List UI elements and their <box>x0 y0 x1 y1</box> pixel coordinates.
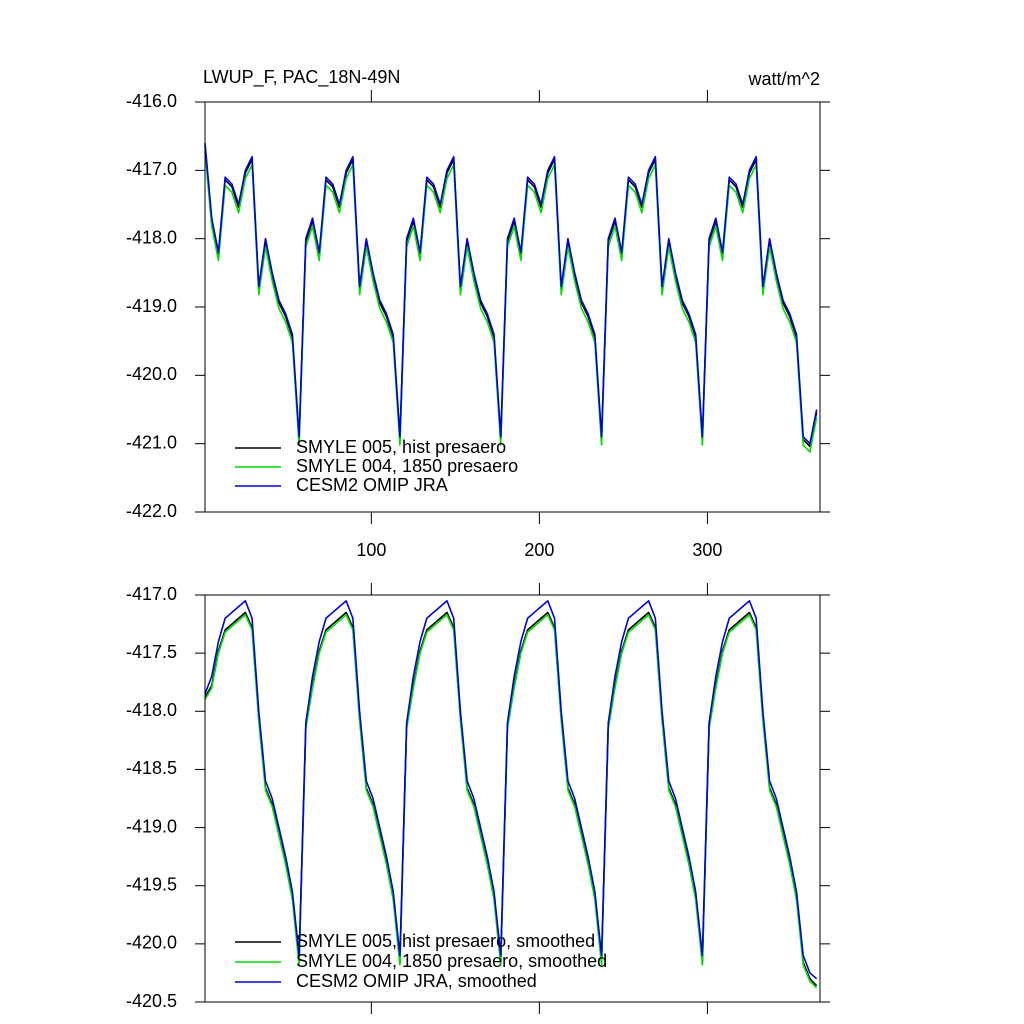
y-tick-label: -422.0 <box>126 501 177 521</box>
y-tick-label: -417.0 <box>126 584 177 604</box>
y-tick-label: -419.0 <box>126 816 177 836</box>
x-tick-label: 300 <box>692 540 722 560</box>
y-tick-label: -420.5 <box>126 991 177 1011</box>
legend-label: CESM2 OMIP JRA, smoothed <box>296 971 537 991</box>
x-tick-label: 200 <box>524 540 554 560</box>
y-tick-label: -420.0 <box>126 933 177 953</box>
y-tick-label: -419.0 <box>126 296 177 316</box>
y-tick-label: -416.0 <box>126 91 177 111</box>
y-tick-label: -417.5 <box>126 642 177 662</box>
chart-title: LWUP_F, PAC_18N-49N <box>203 67 400 88</box>
series-line <box>204 151 818 453</box>
legend-label: CESM2 OMIP JRA <box>296 475 448 495</box>
series-line <box>204 613 818 989</box>
y-tick-label: -418.0 <box>126 700 177 720</box>
y-tick-label: -418.5 <box>126 758 177 778</box>
y-tick-label: -417.0 <box>126 159 177 179</box>
y-tick-label: -419.5 <box>126 874 177 894</box>
y-tick-label: -420.0 <box>126 364 177 384</box>
legend-label: SMYLE 004, 1850 presaero, smoothed <box>296 951 607 971</box>
series-line <box>204 142 818 445</box>
x-tick-label: 100 <box>356 540 386 560</box>
legend-label: SMYLE 004, 1850 presaero <box>296 456 518 476</box>
y-tick-label: -421.0 <box>126 432 177 452</box>
y-tick-label: -418.0 <box>126 227 177 247</box>
units-label: watt/m^2 <box>748 69 820 89</box>
plot-frame <box>204 594 821 1003</box>
legend-label: SMYLE 005, hist presaero <box>296 437 506 457</box>
series-line <box>204 145 818 448</box>
legend-label: SMYLE 005, hist presaero, smoothed <box>296 931 595 951</box>
series-line <box>204 600 818 980</box>
